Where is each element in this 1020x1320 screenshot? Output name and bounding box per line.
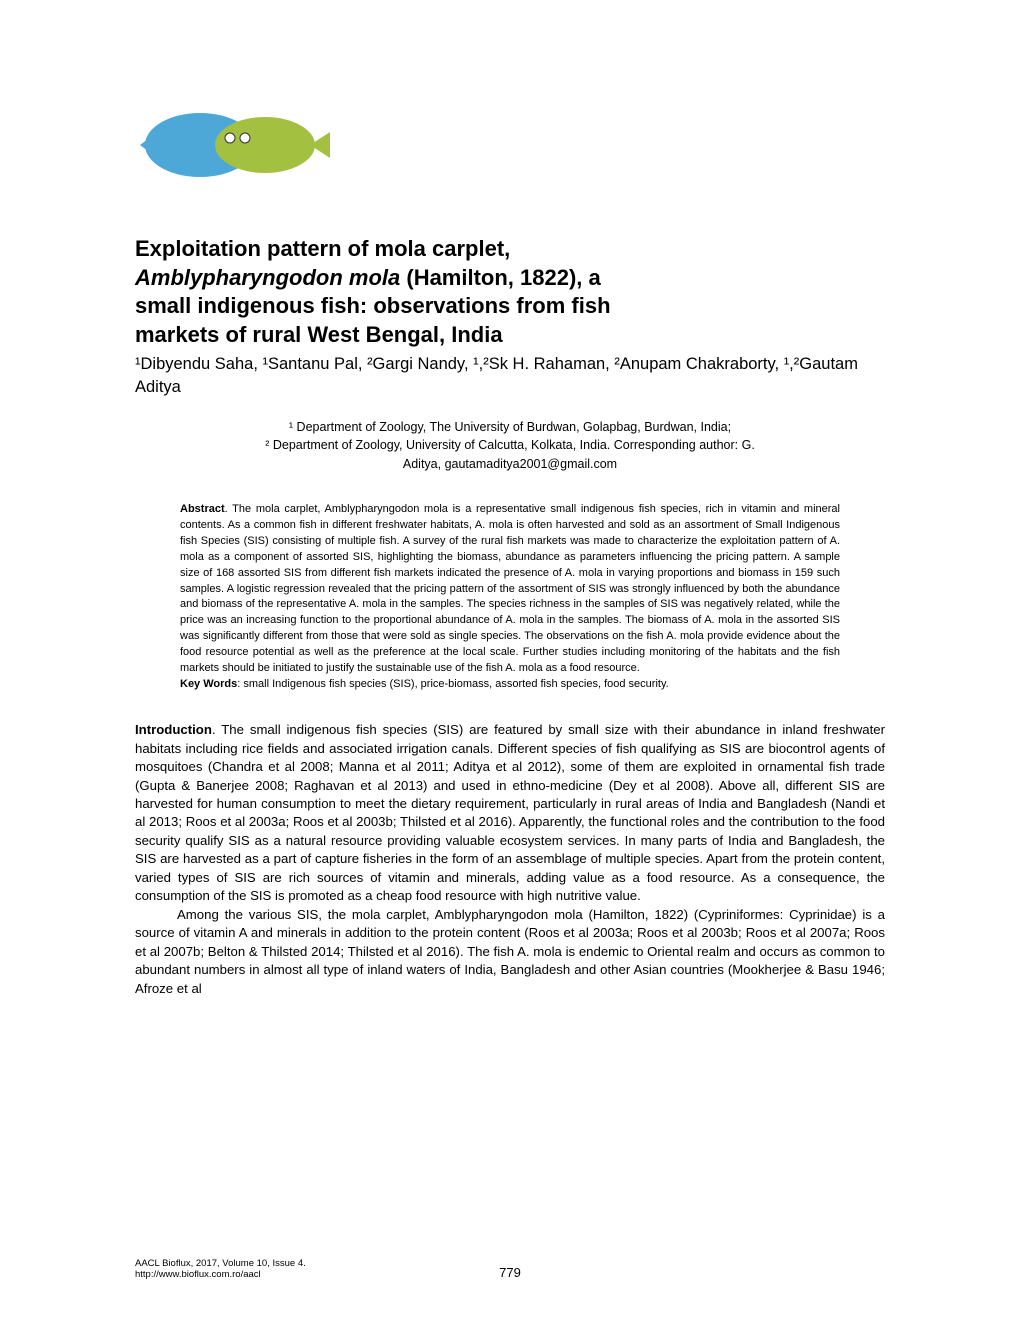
abstract-text: . The mola carplet, Amblypharyngodon mol… — [180, 503, 840, 674]
abstract-label: Abstract — [180, 503, 225, 515]
title-line-2: Amblypharyngodon mola (Hamilton, 1822), … — [135, 264, 885, 293]
introduction-label: Introduction — [135, 722, 212, 737]
keywords-text: : small Indigenous fish species (SIS), p… — [237, 678, 668, 690]
page-number: 779 — [0, 1265, 1020, 1280]
fish-logo-svg — [135, 100, 335, 190]
title-line-4: markets of rural West Bengal, India — [135, 321, 885, 350]
journal-logo — [135, 100, 885, 195]
affiliation-2: ² Department of Zoology, University of C… — [265, 438, 755, 452]
affiliation-3: Aditya, gautamaditya2001@gmail.com — [403, 457, 617, 471]
title-line-1: Exploitation pattern of mola carplet, — [135, 235, 885, 264]
authors-list: ¹Dibyendu Saha, ¹Santanu Pal, ²Gargi Nan… — [135, 353, 885, 399]
introduction-section: Introduction. The small indigenous fish … — [135, 721, 885, 998]
abstract-section: Abstract. The mola carplet, Amblypharyng… — [135, 502, 885, 693]
affiliations-block: ¹ Department of Zoology, The University … — [135, 418, 885, 474]
intro-text-1: . The small indigenous fish species (SIS… — [135, 722, 885, 903]
article-title: Exploitation pattern of mola carplet, Am… — [135, 235, 885, 349]
keywords-label: Key Words — [180, 678, 237, 690]
species-name-italic: Amblypharyngodon mola — [135, 265, 400, 290]
intro-paragraph-2: Among the various SIS, the mola carplet,… — [135, 906, 885, 998]
intro-paragraph-1: Introduction. The small indigenous fish … — [135, 721, 885, 906]
title-line-3: small indigenous fish: observations from… — [135, 292, 885, 321]
title-line-2-rest: (Hamilton, 1822), a — [400, 265, 601, 290]
affiliation-1: ¹ Department of Zoology, The University … — [289, 420, 731, 434]
